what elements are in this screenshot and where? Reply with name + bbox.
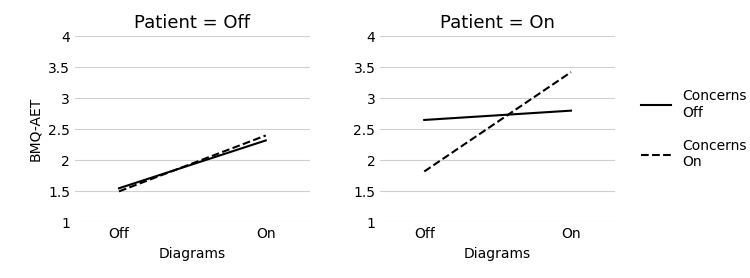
Title: Patient = Off: Patient = Off xyxy=(134,14,250,32)
X-axis label: Diagrams: Diagrams xyxy=(159,247,226,261)
Title: Patient = On: Patient = On xyxy=(440,14,555,32)
X-axis label: Diagrams: Diagrams xyxy=(464,247,531,261)
Legend: Concerns
Off, Concerns
On: Concerns Off, Concerns On xyxy=(640,89,747,169)
Y-axis label: BMQ-AET: BMQ-AET xyxy=(28,97,43,162)
